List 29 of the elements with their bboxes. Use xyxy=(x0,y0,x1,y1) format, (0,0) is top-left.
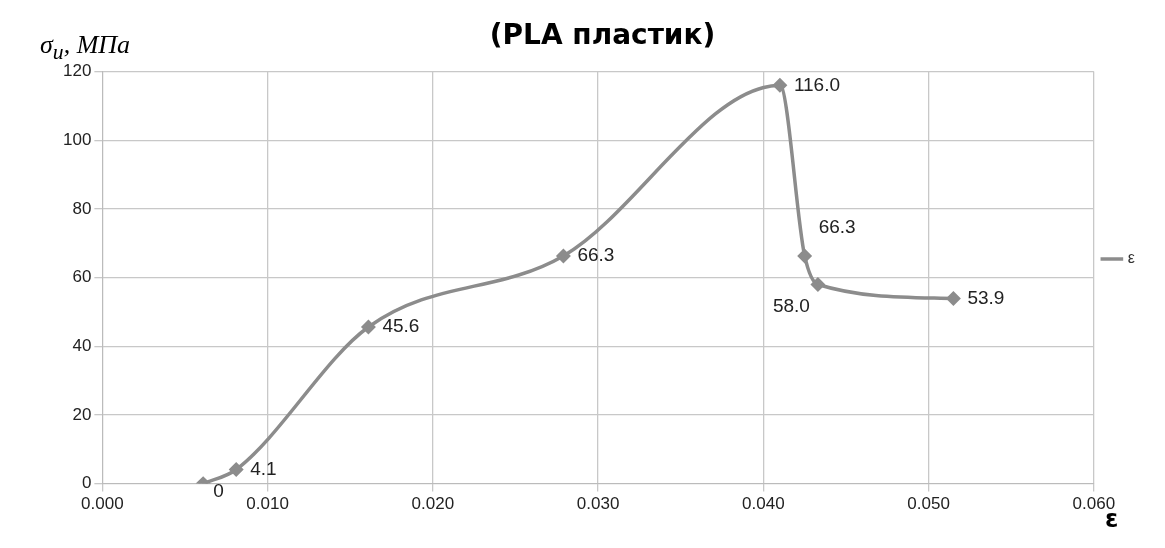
y-tick-label: 80 xyxy=(72,198,92,218)
data-label: 66.3 xyxy=(577,244,615,266)
point xyxy=(229,462,243,477)
point xyxy=(773,78,787,93)
y-tick-label: 40 xyxy=(72,335,92,355)
point xyxy=(811,277,825,292)
y-tick-label: 20 xyxy=(72,404,92,424)
point xyxy=(946,291,961,306)
chart-title: (PLA пластик) xyxy=(489,18,716,52)
x-tick-label: 0.030 xyxy=(576,494,620,514)
data-label: 116.0 xyxy=(793,73,841,95)
x-tick-label: 0.010 xyxy=(246,494,289,514)
point xyxy=(556,249,571,263)
x-tick-label: 0.050 xyxy=(907,494,950,514)
x-tick-label: 0.000 xyxy=(81,494,124,514)
data-label: 45.6 xyxy=(382,315,420,337)
legend-label: ε xyxy=(1127,249,1136,267)
point xyxy=(797,249,812,263)
y-tick-label: 0 xyxy=(81,473,92,493)
point xyxy=(361,320,376,334)
y-tick-label: 60 xyxy=(72,267,92,287)
y-tick-label: 100 xyxy=(62,129,92,149)
x-tick-label: 0.040 xyxy=(742,494,785,514)
data-label: 0 xyxy=(213,479,224,501)
data-label: 4.1 xyxy=(250,457,277,479)
data-label: 53.9 xyxy=(967,286,1005,308)
x-tick-label: 0.020 xyxy=(411,494,455,514)
data-label: 66.3 xyxy=(818,216,856,238)
data-label: 58.0 xyxy=(772,294,810,316)
